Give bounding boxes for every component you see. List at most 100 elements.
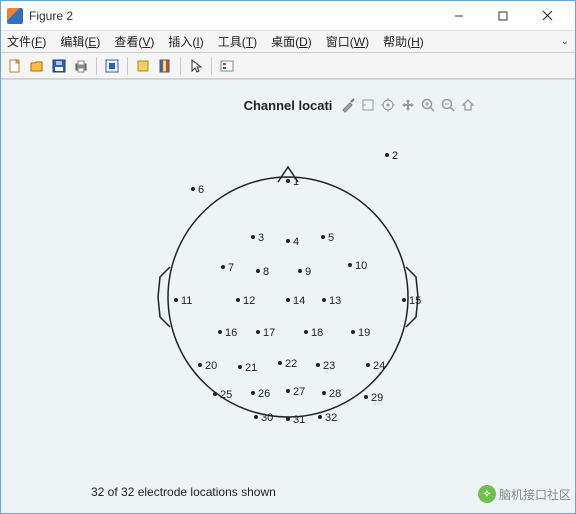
electrode-11 bbox=[174, 298, 178, 302]
electrode-24 bbox=[366, 363, 370, 367]
electrode-30 bbox=[254, 415, 258, 419]
menu-t[interactable]: 工具(T) bbox=[216, 31, 259, 52]
electrode-20 bbox=[198, 363, 202, 367]
electrode-7 bbox=[221, 265, 225, 269]
toolbar-separator bbox=[180, 57, 181, 75]
electrode-label-20: 20 bbox=[205, 360, 217, 372]
pointer-icon[interactable] bbox=[186, 56, 206, 76]
maximize-button[interactable] bbox=[481, 2, 525, 30]
electrode-label-25: 25 bbox=[220, 389, 232, 401]
electrode-25 bbox=[213, 392, 217, 396]
electrode-label-1: 1 bbox=[293, 176, 299, 188]
colorbar-icon[interactable] bbox=[155, 56, 175, 76]
electrode-10 bbox=[348, 263, 352, 267]
electrode-8 bbox=[256, 269, 260, 273]
electrode-label-12: 12 bbox=[243, 295, 255, 307]
menu-d[interactable]: 桌面(D) bbox=[269, 31, 314, 52]
electrode-label-9: 9 bbox=[305, 266, 311, 278]
electrode-16 bbox=[218, 330, 222, 334]
ax-home-icon[interactable] bbox=[459, 96, 477, 114]
electrode-23 bbox=[316, 363, 320, 367]
electrode-32 bbox=[318, 415, 322, 419]
head-circle bbox=[168, 177, 408, 417]
electrode-label-16: 16 bbox=[225, 327, 237, 339]
electrode-label-19: 19 bbox=[358, 327, 370, 339]
electrode-19 bbox=[351, 330, 355, 334]
menu-chevron-icon[interactable]: ⌄ bbox=[561, 36, 569, 47]
electrode-21 bbox=[238, 365, 242, 369]
electrode-18 bbox=[304, 330, 308, 334]
save-icon[interactable] bbox=[49, 56, 69, 76]
ax-restore-icon[interactable] bbox=[359, 96, 377, 114]
electrode-1 bbox=[286, 179, 290, 183]
electrode-label-32: 32 bbox=[325, 412, 337, 424]
figure-canvas: Channel locati 1234567891011121314151617… bbox=[1, 79, 575, 513]
electrode-label-31: 31 bbox=[293, 414, 305, 426]
electrode-label-28: 28 bbox=[329, 388, 341, 400]
menu-f[interactable]: 文件(F) bbox=[5, 31, 48, 52]
ax-pan-icon[interactable] bbox=[399, 96, 417, 114]
new-icon[interactable] bbox=[5, 56, 25, 76]
ax-zoomout-icon[interactable] bbox=[439, 96, 457, 114]
legend-icon[interactable] bbox=[217, 56, 237, 76]
head-map: 1234567891011121314151617181920212223242… bbox=[128, 137, 448, 457]
electrode-17 bbox=[256, 330, 260, 334]
electrode-label-11: 11 bbox=[181, 295, 192, 307]
menu-i[interactable]: 插入(I) bbox=[166, 31, 205, 52]
window-title: Figure 2 bbox=[29, 9, 437, 23]
menu-v[interactable]: 查看(V) bbox=[112, 31, 156, 52]
toolbar-separator bbox=[127, 57, 128, 75]
ax-zoomin-icon[interactable] bbox=[419, 96, 437, 114]
electrode-label-30: 30 bbox=[261, 412, 273, 424]
electrode-26 bbox=[251, 391, 255, 395]
electrode-27 bbox=[286, 389, 290, 393]
app-icon bbox=[7, 8, 23, 24]
minimize-button[interactable] bbox=[437, 2, 481, 30]
menu-w[interactable]: 窗口(W) bbox=[324, 31, 371, 52]
ax-brush-icon[interactable] bbox=[339, 96, 357, 114]
electrode-label-3: 3 bbox=[258, 232, 264, 244]
electrode-label-2: 2 bbox=[392, 150, 398, 162]
electrode-9 bbox=[298, 269, 302, 273]
electrode-label-5: 5 bbox=[328, 232, 334, 244]
rotate-icon[interactable] bbox=[133, 56, 153, 76]
electrode-22 bbox=[278, 361, 282, 365]
electrode-6 bbox=[191, 187, 195, 191]
print-icon[interactable] bbox=[71, 56, 91, 76]
watermark: ✧ 脑机接口社区 bbox=[478, 485, 571, 503]
menu-h[interactable]: 帮助(H) bbox=[381, 31, 426, 52]
electrode-12 bbox=[236, 298, 240, 302]
electrode-15 bbox=[402, 298, 406, 302]
electrode-label-6: 6 bbox=[198, 184, 204, 196]
electrode-label-26: 26 bbox=[258, 388, 270, 400]
toolbar-separator bbox=[211, 57, 212, 75]
electrode-label-27: 27 bbox=[293, 386, 305, 398]
electrode-2 bbox=[385, 153, 389, 157]
electrode-label-22: 22 bbox=[285, 358, 297, 370]
electrode-label-10: 10 bbox=[355, 260, 367, 272]
close-button[interactable] bbox=[525, 2, 569, 30]
electrode-label-14: 14 bbox=[293, 295, 305, 307]
electrode-5 bbox=[321, 235, 325, 239]
titlebar: Figure 2 bbox=[1, 1, 575, 31]
ax-target-icon[interactable] bbox=[379, 96, 397, 114]
electrode-label-8: 8 bbox=[263, 266, 269, 278]
open-icon[interactable] bbox=[27, 56, 47, 76]
wechat-icon: ✧ bbox=[478, 485, 496, 503]
electrode-label-13: 13 bbox=[329, 295, 341, 307]
electrode-label-24: 24 bbox=[373, 360, 385, 372]
watermark-text: 脑机接口社区 bbox=[499, 486, 571, 503]
datacursor-icon[interactable] bbox=[102, 56, 122, 76]
menu-e[interactable]: 编辑(E) bbox=[58, 31, 102, 52]
electrode-14 bbox=[286, 298, 290, 302]
electrode-label-18: 18 bbox=[311, 327, 323, 339]
axes-toolbar bbox=[339, 96, 477, 114]
electrode-3 bbox=[251, 235, 255, 239]
electrode-label-4: 4 bbox=[293, 236, 299, 248]
electrode-label-29: 29 bbox=[371, 392, 383, 404]
toolbar-separator bbox=[96, 57, 97, 75]
electrode-28 bbox=[322, 391, 326, 395]
electrode-label-23: 23 bbox=[323, 360, 335, 372]
electrode-4 bbox=[286, 239, 290, 243]
electrode-13 bbox=[322, 298, 326, 302]
